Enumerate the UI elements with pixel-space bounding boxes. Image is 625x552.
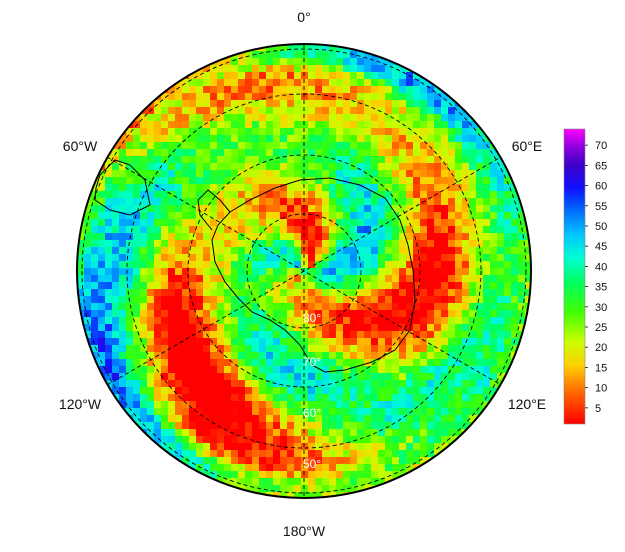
colorbar-tick-label: 15 [595,362,607,374]
lat-circle-50 [81,48,527,494]
colorbar-tick-label: 45 [595,241,607,253]
lon-label-upper-left: 60°W [63,138,98,154]
lon-label-bottom: 180°W [283,523,326,539]
lon-label-lower-left: 120°W [59,396,102,412]
colorbar-ticks: 5 10 15 20 25 30 35 40 45 50 55 60 65 70 [585,140,607,415]
lon-label-lower-right: 120°E [508,396,546,412]
lat-label-80: 80° [303,311,321,325]
meridian-120 [106,156,502,386]
colorbar-tick-label: 70 [595,140,607,152]
colorbar: 5 10 15 20 25 30 35 40 45 50 55 60 65 70 [563,128,607,425]
colorbar-tick-label: 20 [595,342,607,354]
lon-label-top: 0° [297,9,310,25]
lat-label-60: 60° [303,406,321,420]
colorbar-tick-label: 25 [595,322,607,334]
south-america-tip [94,159,151,216]
coastlines [94,159,416,373]
data-field [77,44,531,498]
lon-label-upper-right: 60°E [512,138,543,154]
colorbar-tick-label: 40 [595,261,607,273]
map-boundary [76,43,532,499]
antarctic-peninsula [197,189,231,231]
antarctica-coastline [211,177,416,373]
colorbar-tick-label: 50 [595,221,607,233]
lat-label-50: 50° [303,457,321,471]
lat-label-70: 70° [303,355,321,369]
colorbar-tick-label: 60 [595,181,607,193]
colorbar-tick-label: 5 [595,403,601,415]
colorbar-tick-label: 10 [595,383,607,395]
colorbar-tick-label: 30 [595,302,607,314]
colorbar-ramp [563,128,586,425]
colorbar-tick-label: 35 [595,282,607,294]
graticule [81,44,527,498]
colorbar-tick-label: 55 [595,201,607,213]
colorbar-tick-label: 65 [595,160,607,172]
